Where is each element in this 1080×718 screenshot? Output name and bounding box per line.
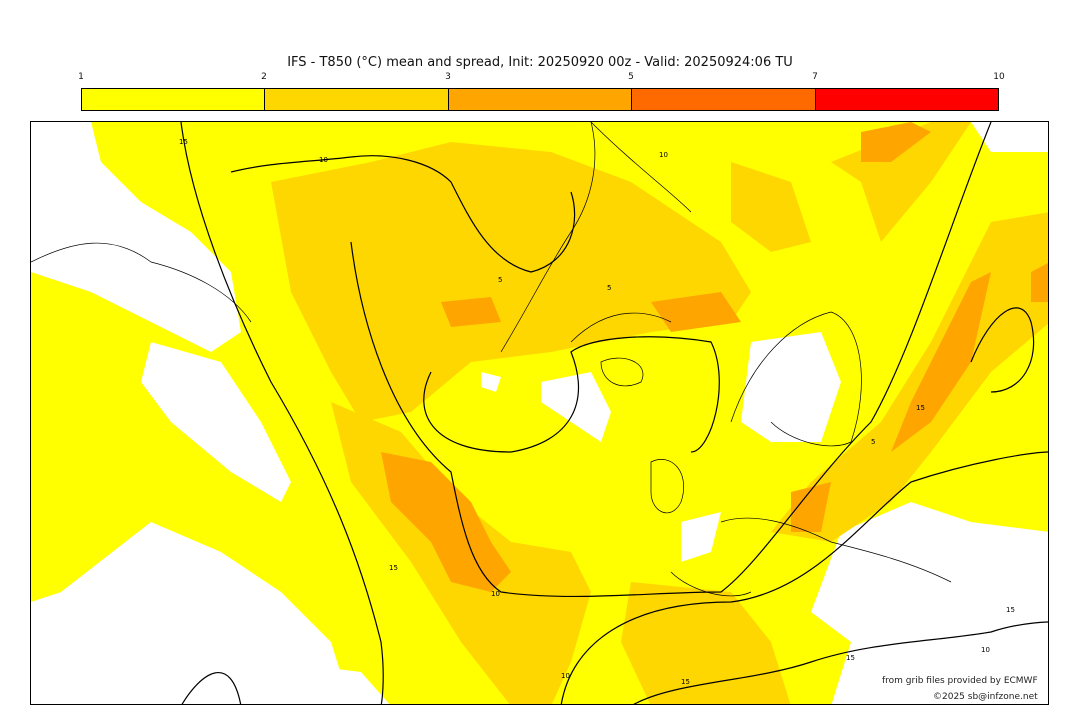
contour-label: 15 — [846, 654, 855, 662]
map-canvas: 15 10 5 5 10 15 10 5 10 15 15 15 10 15 — [31, 122, 1048, 704]
contour-label: 5 — [871, 438, 875, 446]
contour-label: 10 — [319, 156, 328, 164]
colorbar-bin-7-10 — [815, 89, 999, 110]
contour-label: 15 — [681, 678, 690, 686]
colorbar-bin-3-5 — [448, 89, 633, 110]
contour-label: 10 — [491, 590, 500, 598]
contour-label: 15 — [389, 564, 398, 572]
contour-label: 15 — [916, 404, 925, 412]
contour-label: 10 — [561, 672, 570, 680]
colorbar-bin-2-3 — [265, 89, 449, 110]
colorbar-bin-1-2 — [82, 89, 266, 110]
coastlines — [31, 122, 952, 597]
contour-label: 15 — [1006, 606, 1015, 614]
data-source-credit: from grib files provided by ECMWF — [882, 676, 1038, 686]
contour-label: 10 — [659, 151, 668, 159]
contour-label: 15 — [179, 138, 188, 146]
contour-labels: 15 10 5 5 10 15 10 5 10 15 15 15 10 15 — [179, 138, 1015, 686]
chart-title: IFS - T850 (°C) mean and spread, Init: 2… — [287, 55, 793, 70]
colorbar-tick: 5 — [628, 72, 634, 82]
contour-label: 10 — [981, 646, 990, 654]
spread-3-5-areas — [381, 122, 1048, 592]
contour-label: 5 — [607, 284, 611, 292]
contour-label: 5 — [498, 276, 502, 284]
colorbar-tick: 1 — [78, 72, 84, 82]
copyright-credit: ©2025 sb@infzone.net — [933, 692, 1038, 702]
temperature-contours — [180, 122, 1048, 704]
colorbar-bin-5-7 — [632, 89, 816, 110]
colorbar-tick: 7 — [812, 72, 818, 82]
colorbar-tick: 2 — [261, 72, 267, 82]
colorbar-tick: 3 — [445, 72, 451, 82]
colorbar-tick: 10 — [993, 72, 1005, 82]
colorbar — [81, 88, 999, 111]
map-panel: 15 10 5 5 10 15 10 5 10 15 15 15 10 15 — [30, 121, 1049, 705]
